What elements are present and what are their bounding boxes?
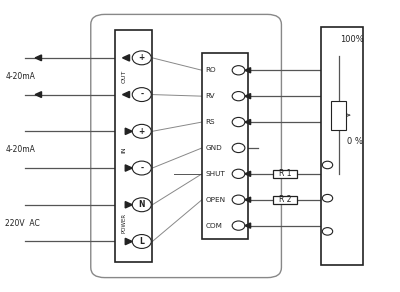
Text: +: + — [139, 53, 145, 62]
Polygon shape — [35, 55, 42, 61]
Bar — [114, 30, 152, 262]
Circle shape — [232, 221, 245, 230]
Text: RO: RO — [205, 67, 216, 73]
Circle shape — [322, 194, 333, 202]
Circle shape — [322, 161, 333, 169]
Polygon shape — [245, 93, 251, 99]
Bar — [202, 53, 248, 239]
Bar — [321, 27, 363, 265]
Text: L: L — [139, 237, 144, 246]
Text: R 1: R 1 — [279, 169, 292, 178]
Circle shape — [132, 51, 151, 65]
Circle shape — [232, 195, 245, 204]
Circle shape — [232, 117, 245, 127]
Circle shape — [232, 169, 245, 178]
Polygon shape — [245, 171, 251, 176]
Polygon shape — [125, 165, 132, 171]
Text: IN: IN — [122, 146, 126, 153]
Text: 0 %: 0 % — [346, 137, 362, 146]
Polygon shape — [125, 238, 132, 245]
Polygon shape — [245, 119, 251, 125]
Text: RS: RS — [205, 119, 215, 125]
Text: POWER: POWER — [122, 213, 126, 233]
Text: 4-20mA: 4-20mA — [5, 145, 35, 154]
Circle shape — [232, 66, 245, 75]
Circle shape — [132, 234, 151, 248]
Text: COM: COM — [205, 223, 222, 229]
Text: 220V  AC: 220V AC — [5, 219, 40, 228]
Circle shape — [232, 91, 245, 101]
Text: 4-20mA: 4-20mA — [5, 72, 35, 81]
Text: OUT: OUT — [122, 69, 126, 83]
Text: RV: RV — [205, 93, 215, 99]
Circle shape — [322, 228, 333, 235]
Text: -: - — [140, 90, 143, 99]
Circle shape — [132, 198, 151, 212]
Polygon shape — [245, 223, 251, 228]
Polygon shape — [122, 55, 130, 61]
Polygon shape — [125, 201, 132, 208]
Polygon shape — [245, 68, 251, 73]
Bar — [274, 196, 297, 204]
Text: OPEN: OPEN — [205, 197, 225, 203]
Polygon shape — [35, 92, 42, 98]
Bar — [331, 101, 346, 130]
Circle shape — [132, 124, 151, 138]
Circle shape — [132, 88, 151, 102]
Text: N: N — [138, 200, 145, 209]
Polygon shape — [125, 128, 132, 135]
Text: R 2: R 2 — [279, 195, 292, 204]
Polygon shape — [245, 197, 251, 202]
Text: SHUT: SHUT — [205, 171, 225, 177]
Text: GND: GND — [205, 145, 222, 151]
Text: +: + — [139, 127, 145, 136]
Polygon shape — [122, 91, 130, 98]
Text: -: - — [140, 164, 143, 173]
Circle shape — [232, 143, 245, 152]
Text: 100%: 100% — [340, 35, 364, 44]
Circle shape — [132, 161, 151, 175]
Bar — [274, 170, 297, 178]
